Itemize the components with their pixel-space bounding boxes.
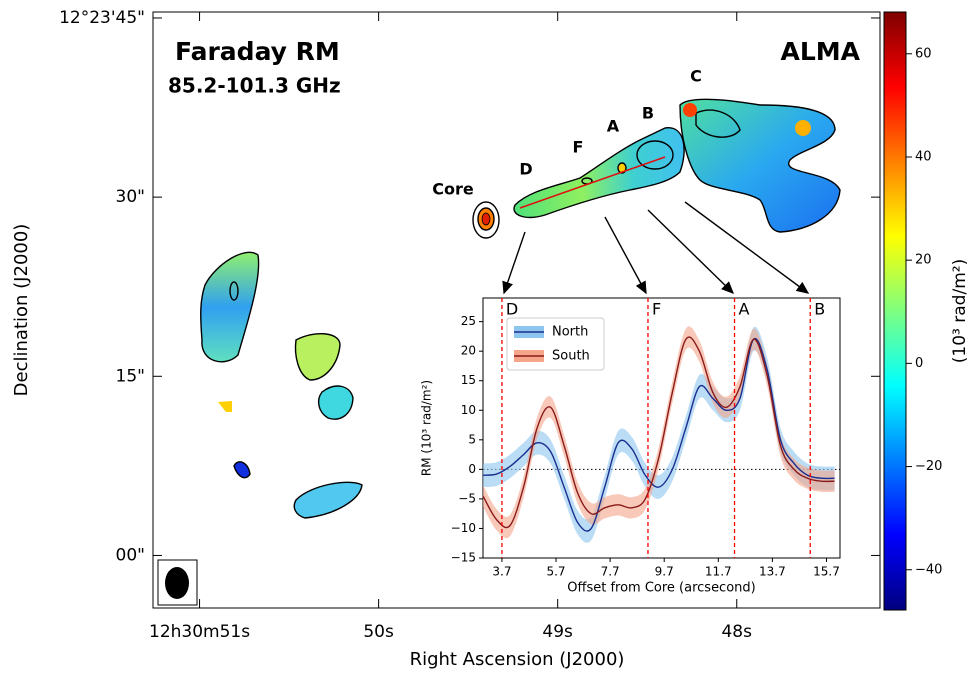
marker-label: F bbox=[652, 300, 661, 319]
x-tick-label: 9.7 bbox=[655, 565, 674, 579]
y-tick-label: −15 bbox=[451, 551, 476, 565]
region-label: B bbox=[642, 104, 654, 123]
marker-label: A bbox=[739, 300, 750, 319]
x-tick-label: 48s bbox=[721, 622, 752, 642]
colorbar-tick-label: 0 bbox=[915, 356, 923, 371]
title: Faraday RM bbox=[175, 37, 340, 66]
colorbar-tick-label: −20 bbox=[915, 459, 942, 474]
x-tick-label: 49s bbox=[542, 622, 573, 642]
y-tick-label: 5 bbox=[468, 432, 476, 446]
x-tick-label: 3.7 bbox=[492, 565, 511, 579]
region-label: D bbox=[519, 160, 532, 179]
colorbar-tick-label: 60 bbox=[915, 46, 932, 61]
colorbar-tick-label: 40 bbox=[915, 149, 932, 164]
y-tick-label: −5 bbox=[458, 491, 476, 505]
marker-label: B bbox=[814, 300, 825, 319]
y-tick-label: 0 bbox=[468, 462, 476, 476]
legend-label: North bbox=[552, 325, 588, 340]
x-tick-label: 13.7 bbox=[759, 565, 786, 579]
y-tick-label: 30" bbox=[116, 187, 145, 207]
page: Faraday RM 85.2-101.3 GHz ALMA Core D F A B C 12h… bbox=[0, 0, 975, 675]
annotation: ALMA bbox=[780, 37, 860, 66]
region-label: A bbox=[607, 117, 620, 136]
x-tick-label: 5.7 bbox=[546, 565, 565, 579]
y-tick-label: 00" bbox=[116, 545, 145, 565]
y-axis-label: Declination (J2000) bbox=[11, 224, 32, 397]
x-tick-label: 7.7 bbox=[601, 565, 620, 579]
y-tick-label: 20 bbox=[461, 344, 476, 358]
region-label: F bbox=[573, 138, 584, 157]
y-tick-label: 15" bbox=[116, 366, 145, 386]
colorbar-tick-label: 20 bbox=[915, 253, 932, 268]
x-axis-label: Right Ascension (J2000) bbox=[410, 649, 625, 670]
subtitle: 85.2-101.3 GHz bbox=[168, 74, 341, 98]
legend-label: South bbox=[552, 349, 590, 364]
y-tick-label: 15 bbox=[461, 373, 476, 387]
x-tick-label: 15.7 bbox=[813, 565, 840, 579]
x-tick-label: 11.7 bbox=[705, 565, 732, 579]
figure: Faraday RM 85.2-101.3 GHz ALMA Core D F A B C 12h… bbox=[0, 0, 975, 675]
y-tick-label: 25 bbox=[461, 314, 476, 328]
y-tick-label: 10 bbox=[461, 403, 476, 417]
region-label: Core bbox=[432, 180, 474, 199]
x-axis-label: Offset from Core (arcsecond) bbox=[567, 581, 755, 596]
x-tick-label: 12h30m51s bbox=[149, 622, 250, 642]
marker-label: D bbox=[506, 300, 518, 319]
y-tick-label: −10 bbox=[451, 521, 476, 535]
inset: 3.7 5.7 7.7 9.7 11.7 13.7 15.7 −15 −10 −5 0 5 10 15 20… bbox=[420, 298, 841, 596]
colorbar-label: (10³ rad/m²) bbox=[950, 259, 970, 363]
colorbar bbox=[884, 12, 906, 610]
beam bbox=[158, 560, 197, 605]
y-axis-label: RM (10³ rad/m²) bbox=[420, 380, 434, 476]
region-label: C bbox=[690, 67, 702, 86]
y-tick-label: 12°23'45" bbox=[59, 8, 145, 28]
colorbar-tick-label: −40 bbox=[915, 562, 942, 577]
x-tick-label: 50s bbox=[363, 622, 394, 642]
